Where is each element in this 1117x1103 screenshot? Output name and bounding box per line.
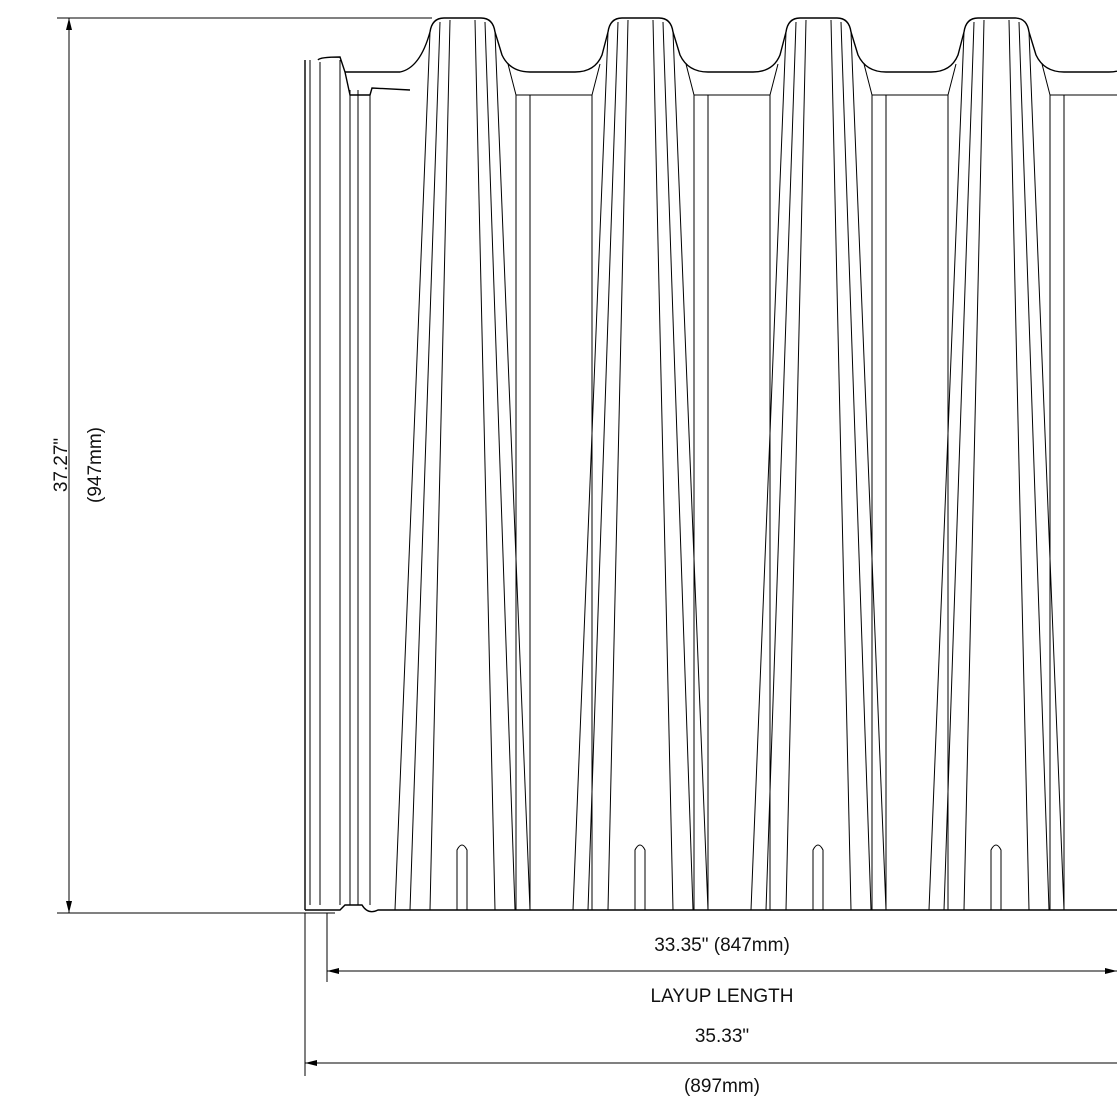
overall-length-imperial: 35.33": [695, 1026, 749, 1047]
dimension-lines: [57, 17, 1117, 1076]
layup-length-value: 33.35" (847mm): [654, 935, 790, 956]
height-metric: (947mm): [85, 427, 106, 503]
layup-length-label: LAYUP LENGTH: [651, 986, 794, 1007]
overall-length-metric: (897mm): [684, 1076, 760, 1097]
height-imperial: 37.27": [51, 438, 72, 492]
panel: [304, 17, 1117, 913]
